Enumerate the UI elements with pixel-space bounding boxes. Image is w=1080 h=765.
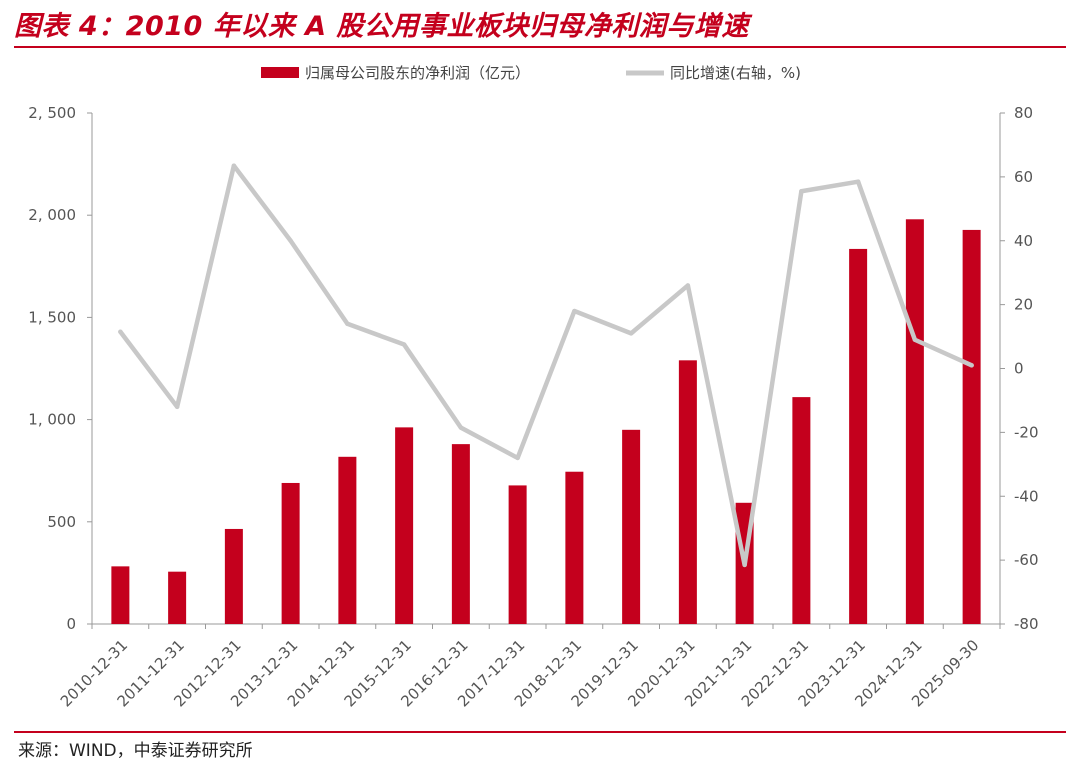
growth-point-2017-12-31 [515,455,520,461]
bar-2017-12-31 [508,485,527,624]
growth-point-2010-12-31 [118,329,123,334]
bar-2019-12-31 [622,429,641,624]
y-right-tick-label: -80 [1014,615,1039,633]
growth-point-2018-12-31 [572,308,577,314]
y-right-tick-label: -60 [1014,551,1039,569]
bar-2024-12-31 [905,219,924,624]
y-right-tick-label: 0 [1014,360,1024,378]
y-right-tick-label: 20 [1014,296,1033,314]
bar-2015-12-31 [395,427,414,624]
y-left-tick-label: 0 [66,615,76,633]
bar-series [111,219,981,624]
growth-line [118,163,974,568]
bar-2011-12-31 [168,571,187,624]
bar-2018-12-31 [565,471,584,624]
chart-legend: 归属母公司股东的净利润（亿元） 同比增速(右轴，%) [261,64,801,82]
chart-title: 图表 4：2010 年以来 A 股公用事业板块归母净利润与增速 [14,11,749,42]
y-left-tick-label: 500 [47,513,76,531]
growth-point-2012-12-31 [231,163,237,168]
bar-2010-12-31 [111,566,130,624]
bar-2025-09-30 [962,229,981,624]
bar-2020-12-31 [678,360,697,624]
title-divider [14,46,1066,48]
legend-label-net-profit: 归属母公司股东的净利润（亿元） [305,64,530,82]
y-right-tick-label: 60 [1014,168,1033,186]
y-right-tick-label: 80 [1014,104,1033,122]
growth-point-2025-09-30 [969,363,974,368]
source-note: 来源：WIND，中泰证券研究所 [18,741,253,761]
growth-point-2015-12-31 [401,342,407,347]
legend-swatch-net-profit [261,67,299,78]
y-right-tick-label: -20 [1014,423,1039,441]
y-left-tick-label: 1, 500 [28,308,76,326]
y-right-tick-label: -40 [1014,487,1039,505]
growth-point-2021-12-31 [742,562,747,568]
y-right-tick-label: 40 [1014,232,1033,250]
bar-2013-12-31 [281,482,300,624]
y-left-tick-label: 2, 500 [28,104,76,122]
growth-point-2016-12-31 [458,425,464,430]
bar-2012-12-31 [224,528,243,624]
growth-point-2022-12-31 [799,189,804,194]
legend-label-growth: 同比增速(右轴，%) [670,64,801,82]
growth-point-2011-12-31 [174,404,180,410]
y-left-tick-label: 2, 000 [28,206,76,224]
bar-2023-12-31 [849,248,868,624]
chart-axes [87,112,1005,629]
line-series [118,163,974,568]
growth-point-2013-12-31 [288,238,293,243]
bar-2016-12-31 [451,444,470,624]
combo-chart: 归属母公司股东的净利润（亿元） 同比增速(右轴，%) 0 500 1, 000 1, … [28,64,1039,710]
growth-point-2020-12-31 [685,283,691,288]
growth-point-2019-12-31 [628,331,634,336]
y-left-tick-label: 1, 000 [28,411,76,429]
bar-2014-12-31 [338,456,357,624]
source-divider [14,731,1066,733]
growth-point-2023-12-31 [855,179,861,184]
growth-point-2014-12-31 [345,321,350,326]
bar-2022-12-31 [792,397,811,624]
growth-point-2024-12-31 [912,337,918,342]
